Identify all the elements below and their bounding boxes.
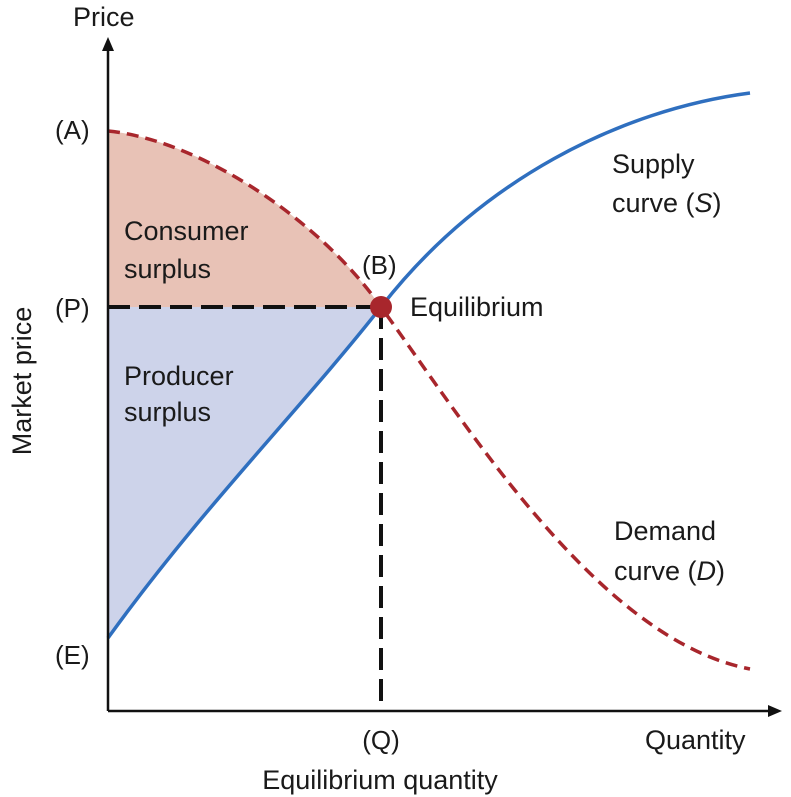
demand-symbol: D	[697, 556, 717, 586]
equilibrium-label: Equilibrium	[410, 292, 544, 322]
x-axis-title: Quantity	[645, 725, 746, 755]
point-q-label: (Q)	[362, 725, 400, 755]
equilibrium-point	[370, 296, 392, 318]
demand-curve	[107, 129, 751, 671]
supply-symbol: S	[695, 188, 713, 218]
consumer-surplus-label-line2: surplus	[124, 254, 211, 284]
y-axis-label: Market price	[7, 307, 37, 456]
point-e-label: (E)	[55, 640, 90, 670]
demand-curve-label-line1: Demand	[614, 516, 716, 546]
supply-curve-label-line2: curve (S)	[612, 188, 722, 218]
producer-surplus-label-line2: surplus	[124, 397, 211, 427]
producer-surplus-region	[108, 307, 381, 638]
point-b-label: (B)	[362, 250, 397, 280]
supply-curve-label-prefix: curve (	[612, 188, 695, 218]
y-axis-title: Price	[73, 2, 135, 32]
producer-surplus-label-line1: Producer	[124, 361, 234, 391]
supply-curve-label-suffix: )	[713, 188, 722, 218]
x-axis-label: Equilibrium quantity	[262, 765, 498, 795]
demand-curve-label-prefix: curve (	[614, 556, 697, 586]
supply-curve-label-line1: Supply	[612, 149, 695, 179]
point-a-label: (A)	[55, 115, 90, 145]
demand-curve-label-suffix: )	[716, 556, 725, 586]
point-p-label: (P)	[55, 293, 90, 323]
consumer-surplus-region	[108, 131, 381, 307]
demand-curve-label-line2: curve (D)	[614, 556, 725, 586]
consumer-surplus-label-line1: Consumer	[124, 216, 249, 246]
